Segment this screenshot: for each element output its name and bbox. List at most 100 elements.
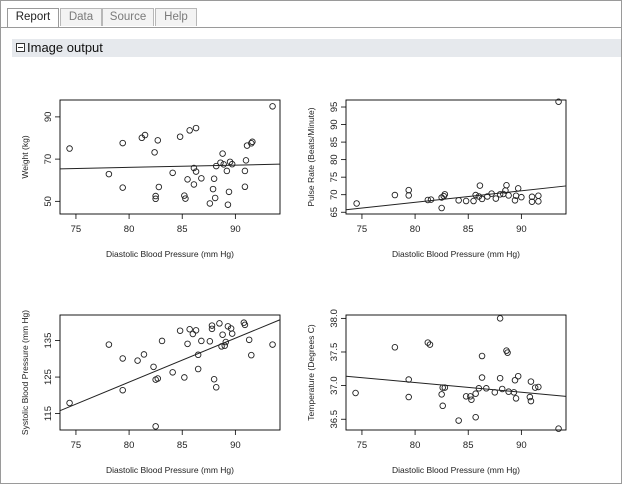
data-point (527, 397, 535, 405)
data-point (535, 198, 542, 205)
data-point (455, 417, 462, 424)
trend-line (345, 375, 567, 397)
scatter-plot-4: 75 80 85 90 36.5 37.0 37.5 38.0 Diastolic Blood … (306, 309, 567, 475)
data-point (470, 197, 477, 205)
data-point (222, 338, 230, 346)
data-point (220, 161, 227, 168)
data-point (476, 182, 484, 189)
data-point (512, 395, 520, 402)
scatter-plot-2: 75 80 85 90 65 70 75 80 85 90 95 Diastolic Blood Pr… (306, 98, 567, 259)
data-point (194, 351, 202, 359)
tab-source[interactable]: Source (102, 8, 154, 26)
data-point (248, 351, 255, 359)
x-tick-label: 80 (410, 440, 421, 451)
tab-report[interactable]: Report (7, 8, 59, 28)
x-tick-label: 85 (177, 440, 188, 451)
data-point (152, 423, 159, 430)
data-point (426, 341, 434, 348)
x-axis-label: Diastolic Blood Pressure (mm Hg) (106, 465, 234, 475)
data-point (141, 131, 149, 139)
data-point (498, 385, 506, 393)
data-point (206, 338, 214, 345)
data-point (119, 184, 126, 191)
data-point (467, 393, 474, 400)
data-point (441, 191, 449, 198)
y-tick-label: 37.5 (329, 343, 340, 362)
minus-box-icon[interactable] (16, 43, 25, 52)
data-point (478, 352, 486, 360)
data-point (496, 374, 504, 382)
data-point (119, 355, 126, 362)
data-point (518, 193, 525, 201)
y-tick-label: 135 (43, 333, 54, 349)
data-point (211, 194, 219, 202)
data-point (462, 393, 470, 400)
data-point (224, 201, 232, 208)
data-point (243, 142, 251, 149)
data-point (212, 162, 220, 170)
y-axis-label: Weight (kg) (20, 135, 30, 178)
data-point (228, 160, 236, 168)
data-point (496, 315, 504, 322)
x-axis-label: Diastolic Blood Pressure (mm Hg) (392, 249, 520, 259)
data-point (427, 196, 435, 203)
data-point (269, 341, 276, 348)
data-point (504, 349, 511, 356)
data-point (472, 390, 479, 397)
tab-help[interactable]: Help (155, 8, 197, 26)
data-point (441, 384, 449, 391)
y-tick-label: 36.5 (329, 410, 340, 429)
data-point (352, 389, 359, 397)
tab-divider (1, 27, 621, 28)
data-point (455, 197, 462, 204)
x-tick-label: 75 (71, 224, 82, 235)
data-point (526, 393, 534, 401)
x-tick-label: 90 (230, 440, 241, 451)
data-point (105, 170, 113, 178)
data-point (488, 190, 495, 197)
data-point (189, 330, 197, 338)
data-point (218, 343, 225, 350)
plot-frame (345, 99, 567, 215)
trend-line (59, 163, 281, 170)
data-point (269, 103, 276, 110)
data-point (514, 372, 522, 380)
data-point (66, 399, 73, 407)
data-point (192, 168, 200, 175)
data-point (176, 133, 184, 140)
data-point (219, 150, 226, 157)
data-point (391, 191, 399, 199)
data-point (134, 357, 141, 364)
data-point (192, 327, 200, 334)
y-tick-label: 70 (43, 154, 54, 165)
x-tick-label: 75 (357, 440, 368, 451)
data-point (225, 188, 233, 196)
data-point (241, 167, 249, 175)
data-point (154, 375, 162, 382)
data-point (531, 384, 539, 391)
x-tick-label: 75 (71, 440, 82, 451)
data-point (241, 183, 249, 191)
trend-line (345, 185, 567, 211)
data-point (66, 145, 73, 152)
data-point (158, 337, 166, 345)
data-point (119, 386, 126, 394)
data-point (503, 181, 510, 189)
data-point (439, 402, 446, 410)
y-tick-label: 70 (329, 189, 340, 200)
tab-data[interactable]: Data (60, 8, 102, 26)
data-point (151, 149, 158, 156)
data-point (242, 157, 250, 164)
x-tick-label: 80 (124, 440, 135, 451)
data-point (184, 176, 191, 183)
data-point (511, 376, 519, 384)
image-output-header[interactable]: Image output (12, 39, 621, 57)
data-point (181, 192, 188, 199)
data-point (405, 376, 412, 383)
data-point (505, 192, 512, 199)
data-point (194, 365, 202, 373)
data-point (502, 187, 509, 194)
data-point (169, 169, 176, 177)
